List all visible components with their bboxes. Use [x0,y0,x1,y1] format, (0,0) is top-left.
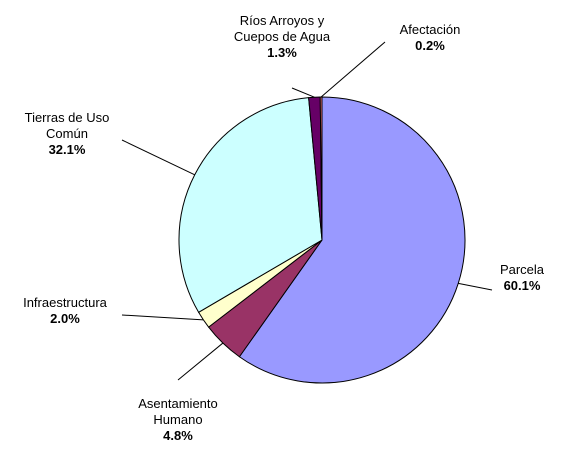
value-label: 1.3% [267,45,297,60]
pie-slice [319,96,323,241]
slice-label: Asentamiento Humano 4.8% [128,396,228,444]
leader-line [291,87,315,98]
leader-line [458,282,493,291]
category-name: Parcela [499,262,545,277]
value-label: 4.8% [163,428,193,443]
value-label: 2.0% [50,311,80,326]
category-name: Tierras de Uso Común [24,110,110,141]
slice-label: Afectación 0.2% [385,22,475,54]
value-label: 32.1% [48,142,86,157]
leader-line [177,342,224,381]
pie-slice [178,97,323,313]
leader-line [121,139,195,176]
category-name: Asentamiento Humano [138,396,218,427]
leader-line [320,41,386,98]
slice-label: Parcela 60.1% [482,262,562,294]
category-name: Infraestructura [23,295,107,310]
category-name: Ríos Arroyos y Cuepos de Agua [233,13,331,44]
leader-line [121,314,204,321]
slice-label: Infraestructura 2.0% [5,295,125,327]
value-label: 0.2% [415,38,445,53]
slice-label: Tierras de Uso Común 32.1% [12,110,122,158]
value-label: 60.1% [503,278,541,293]
slice-label: Ríos Arroyos y Cuepos de Agua 1.3% [222,13,342,61]
category-name: Afectación [399,22,461,37]
